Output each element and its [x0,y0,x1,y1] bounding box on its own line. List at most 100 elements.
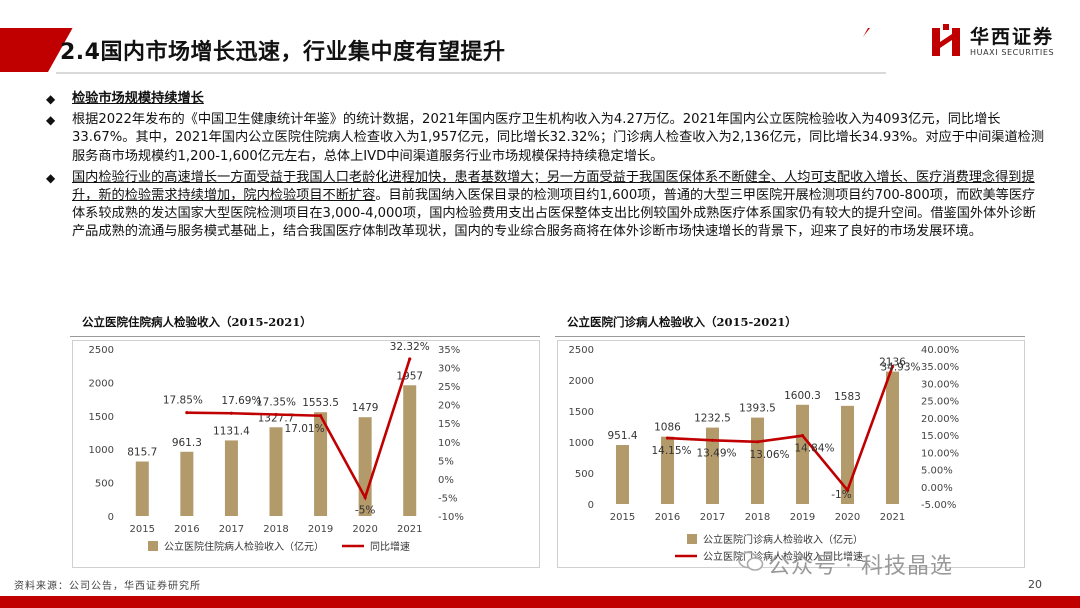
growth-value-label: -5% [355,504,375,516]
growth-point [665,436,670,440]
legend-label: 公立医院住院病人检验收入（亿元） [164,540,324,553]
bar [616,445,629,504]
bar [886,371,899,504]
growth-point [408,357,412,361]
bar-value-label: 951.4 [607,430,637,442]
growth-point [318,414,323,418]
diamond-bullet-icon: ◆ [46,170,56,185]
x-tick-label: 2017 [219,524,244,535]
y-left-tick-label: 2500 [89,345,114,356]
page-number: 20 [1028,578,1042,591]
company-logo: 华西证券 HUAXI SECURITIES [930,22,1070,62]
huaxi-logo-icon [932,24,960,56]
growth-point [755,440,760,444]
source-note: 资料来源：公司公告，华西证券研究所 [14,581,201,592]
y-left-tick-label: 500 [95,479,114,490]
y-right-tick-label: 25.00% [921,397,959,408]
y-right-tick-label: 5.00% [921,466,953,477]
y-right-tick-label: 20% [438,401,460,412]
bar [358,417,372,516]
bar-value-label: 815.7 [127,447,157,459]
y-right-tick-label: 10% [438,438,460,449]
x-tick-label: 2016 [174,524,199,535]
bullet-text: 根据2022年发布的《中国卫生健康统计年鉴》的统计数据，2021年国内医疗卫生机… [72,112,1045,164]
y-right-tick-label: 30% [438,364,460,375]
chart-title-rule [70,336,540,337]
legend-label: 公立医院门诊病人检验收入（亿元） [703,533,863,546]
bar [224,440,238,516]
x-tick-label: 2021 [397,524,422,535]
growth-value-label: 17.69% [221,395,261,407]
bar [751,417,764,504]
chart-title: 公立医院住院病人检验收入（2015-2021） [82,315,312,329]
legend-label: 同比增速 [370,540,410,553]
y-right-tick-label: 10.00% [921,448,959,459]
growth-line [667,366,894,493]
bar-value-label: 1957 [396,370,423,382]
bullet-text-underlined: 国内检验行业的高速增长一方面受益于我国人口老龄化进程加快，患者基数增大；另一方面… [72,169,1035,204]
y-left-tick-label: 1000 [89,445,114,456]
bar [135,461,149,516]
growth-value-label: -1% [831,489,851,501]
growth-value-label: 13.49% [696,447,736,459]
growth-value-label: 17.85% [163,395,203,407]
logo-text-en: HUAXI SECURITIES [970,48,1055,57]
title-divider [56,72,886,74]
y-left-tick-label: 2000 [89,378,114,389]
bar-value-label: 1086 [654,422,681,434]
chart-svg: 0 500 1000 1500 2000 2500 -10% -5% 0% 5% 10% 15% 20%… [89,341,464,553]
wechat-icon [738,551,764,571]
y-right-tick-label: 35.00% [921,362,959,373]
y-right-tick-label: -10% [438,512,464,523]
x-tick-label: 2015 [610,512,635,523]
y-right-tick-label: 0.00% [921,483,953,494]
x-tick-label: 2018 [263,524,288,535]
growth-value-label: 13.06% [749,449,789,461]
growth-point [185,411,189,415]
bar-value-label: 961.3 [172,437,202,449]
bar [180,451,194,516]
x-tick-label: 2020 [835,512,860,523]
y-right-tick-label: 20.00% [921,414,959,425]
y-right-tick-label: 25% [438,382,460,393]
growth-point [229,411,234,415]
chart-outpatient: 公立医院门诊病人检验收入（2015-2021） 0 500 1000 1500 2000… [545,304,1033,570]
bar-value-label: 1393.5 [739,403,776,415]
growth-value-label: 17.35% [256,397,296,409]
y-right-tick-label: 40.00% [921,345,959,356]
chart-title: 公立医院门诊病人检验收入（2015-2021） [567,315,797,329]
growth-value-label: 14.84% [794,443,834,455]
legend-bar-swatch [148,541,158,551]
y-right-tick-label: 5% [438,456,454,467]
bullet-item: ◆ 检验市场规模持续增长 [46,90,1046,108]
y-left-tick-label: 2000 [569,376,594,387]
growth-value-label: 14.15% [651,445,691,457]
chart-title-rule [555,336,1025,337]
growth-point [710,438,715,442]
bar [314,412,328,516]
chart-svg: 0 500 1000 1500 2000 2500 -5.00% 0.00% 5.00% 10.0… [569,345,960,563]
watermark: 公众号 · 科技晶选 [768,554,953,579]
y-left-tick-label: 0 [108,512,114,523]
y-right-tick-label: 15.00% [921,431,959,442]
x-tick-label: 2019 [790,512,815,523]
chart-inpatient: 公立医院住院病人检验收入（2015-2021） 0 500 1000 1500 2000… [60,304,548,570]
y-right-tick-label: 30.00% [921,379,959,390]
bullet-item: ◆ 国内检验行业的高速增长一方面受益于我国人口老龄化进程加快，患者基数增大；另一… [46,169,1046,242]
y-right-tick-label: 35% [438,345,460,356]
bar-value-label: 2136 [879,357,906,369]
growth-line [186,358,411,501]
title-background [48,28,868,72]
growth-value-label: 34.93% [880,361,920,373]
growth-point [800,434,805,438]
growth-value-label: 17.01% [285,423,325,435]
x-tick-label: 2019 [308,524,333,535]
y-left-tick-label: 500 [575,469,594,480]
bar [706,427,719,504]
bar-value-label: 1479 [352,402,379,414]
y-left-tick-label: 1500 [569,407,594,418]
x-tick-label: 2017 [700,512,725,523]
x-tick-label: 2015 [130,524,155,535]
y-left-tick-label: 2500 [569,345,594,356]
x-tick-label: 2021 [880,512,905,523]
